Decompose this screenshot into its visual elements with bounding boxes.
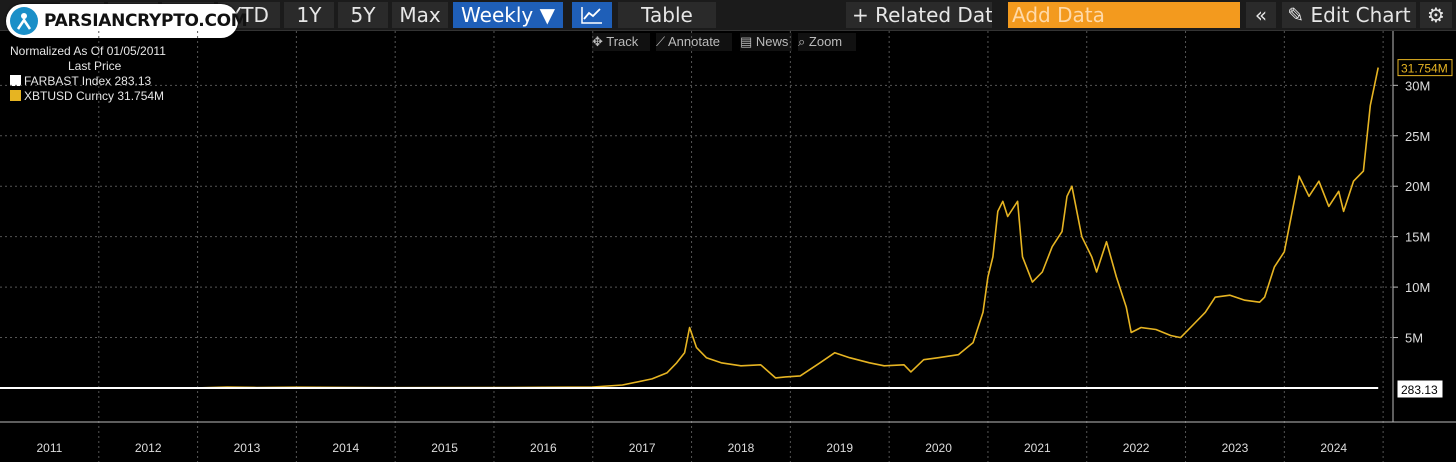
x-tick-label: 2020 [925,441,952,455]
x-tick-label: 2019 [826,441,853,455]
settings-gear-icon[interactable]: ⚙ [1420,2,1452,28]
logo-text: PARSIANCRYPTO.COM [44,11,248,31]
legend-swatch-white [10,75,21,86]
collapse-button[interactable]: « [1246,2,1276,28]
legend-last-price: Last Price [68,59,122,73]
y-tick-label: 20M [1405,179,1430,194]
y-tick-label: 25M [1405,129,1430,144]
last-value-label: 283.13 [1401,383,1438,397]
x-tick-label: 2018 [728,441,755,455]
frequency-dropdown[interactable]: Weekly ▼ [453,2,563,28]
x-tick-label: 2023 [1222,441,1249,455]
y-tick-label: 10M [1405,280,1430,295]
chart-type-button[interactable] [572,2,612,28]
x-tick-label: 2021 [1024,441,1051,455]
x-tick-label: 2016 [530,441,557,455]
x-tick-label: 2011 [36,441,62,455]
track-button[interactable]: ✥ Track [592,33,650,51]
legend-item-farbast: FARBAST Index 283.13 [10,74,166,89]
line-chart-icon [581,7,602,24]
x-tick-label: 2022 [1123,441,1150,455]
y-tick-label: 5M [1405,331,1423,346]
x-tick-label: 2012 [135,441,162,455]
y-tick-label: 15M [1405,230,1430,245]
logo-icon [10,7,38,35]
range-max-button[interactable]: Max [392,2,448,28]
x-tick-label: 2017 [629,441,656,455]
last-value-box [1397,59,1453,77]
last-value-box [1397,380,1443,398]
watermark-logo: PARSIANCRYPTO.COM [6,4,248,38]
x-tick-label: 2013 [234,441,261,455]
y-tick-label: 30M [1405,78,1430,93]
last-value-label: 31.754M [1401,62,1448,76]
x-tick-label: 2014 [332,441,359,455]
zoom-button[interactable]: ⌕ Zoom [798,33,856,51]
series-line-xbtusd [0,67,1379,389]
x-tick-label: 2024 [1320,441,1347,455]
legend-item-xbtusd: XBTUSD Curncy 31.754M [10,89,166,104]
range-1y-button[interactable]: 1Y [284,2,334,28]
chart-legend: Normalized As Of 01/05/2011 Last Price F… [10,44,166,104]
news-button[interactable]: ▤ News [740,33,792,51]
x-tick-label: 2015 [431,441,458,455]
range-5y-button[interactable]: 5Y [338,2,388,28]
edit-chart-button[interactable]: ✎ Edit Chart [1282,2,1416,28]
legend-swatch-yellow [10,90,21,101]
annotate-button[interactable]: ⟋ Annotate [656,33,732,51]
related-data-button[interactable]: + Related Data [846,2,992,28]
add-data-input[interactable]: Add Data [1008,2,1240,28]
legend-normalized: Normalized As Of 01/05/2011 [10,44,166,58]
table-button[interactable]: Table [618,2,716,28]
